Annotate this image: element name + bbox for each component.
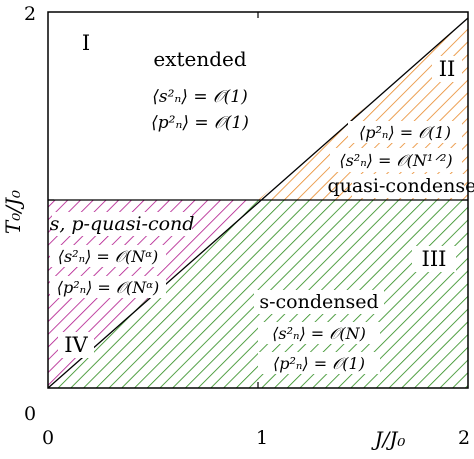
region-II-name: quasi-condensed — [327, 175, 474, 197]
region-III-s-relation: ⟨s²ₙ⟩ = 𝒪(N) — [272, 324, 366, 343]
region-IV-name: s, p-quasi-cond — [50, 213, 195, 235]
y-tick-2: 2 — [24, 3, 36, 25]
region-II-numeral: II — [439, 57, 456, 81]
region-II-labels: II ⟨p²ₙ⟩ = 𝒪(1) ⟨s²ₙ⟩ = 𝒪(N¹ᐟ²) quasi-co… — [327, 56, 474, 198]
boundary-diagonal — [47, 17, 469, 389]
region-III-numeral: III — [422, 247, 447, 271]
region-IV-numeral: IV — [64, 333, 88, 357]
x-tick-0: 0 — [42, 427, 54, 449]
phase-boundaries — [47, 17, 469, 389]
y-tick-0: 0 — [24, 403, 36, 425]
y-axis-label: T₀/J₀ — [1, 190, 25, 234]
tick-marks — [48, 12, 468, 388]
region-I-s-relation: ⟨s²ₙ⟩ = 𝒪(1) — [152, 87, 248, 107]
x-tick-1: 1 — [256, 427, 268, 449]
x-tick-2: 2 — [458, 427, 470, 449]
region-III-p-relation: ⟨p²ₙ⟩ = 𝒪(1) — [273, 354, 365, 373]
region-I-p-relation: ⟨p²ₙ⟩ = 𝒪(1) — [151, 113, 249, 133]
region-III-labels: III s-condensed ⟨s²ₙ⟩ = 𝒪(N) ⟨p²ₙ⟩ = 𝒪(1… — [254, 246, 456, 374]
region-IV-s-relation: ⟨s²ₙ⟩ = 𝒪(Nᵅ) — [58, 247, 159, 266]
region-IV-p-relation: ⟨p²ₙ⟩ = 𝒪(Nᵅ) — [57, 278, 160, 297]
x-axis-label: J/J₀ — [371, 427, 406, 451]
region-IV-labels: s, p-quasi-cond ⟨s²ₙ⟩ = 𝒪(Nᵅ) ⟨p²ₙ⟩ = 𝒪(… — [50, 212, 195, 358]
region-I-name: extended — [153, 47, 247, 71]
region-II-s-relation: ⟨s²ₙ⟩ = 𝒪(N¹ᐟ²) — [339, 151, 452, 170]
region-I-labels: I extended ⟨s²ₙ⟩ = 𝒪(1) ⟨p²ₙ⟩ = 𝒪(1) — [82, 31, 249, 133]
region-III-name: s-condensed — [259, 291, 378, 313]
region-II-p-relation: ⟨p²ₙ⟩ = 𝒪(1) — [359, 123, 451, 142]
region-I-numeral: I — [82, 31, 90, 55]
